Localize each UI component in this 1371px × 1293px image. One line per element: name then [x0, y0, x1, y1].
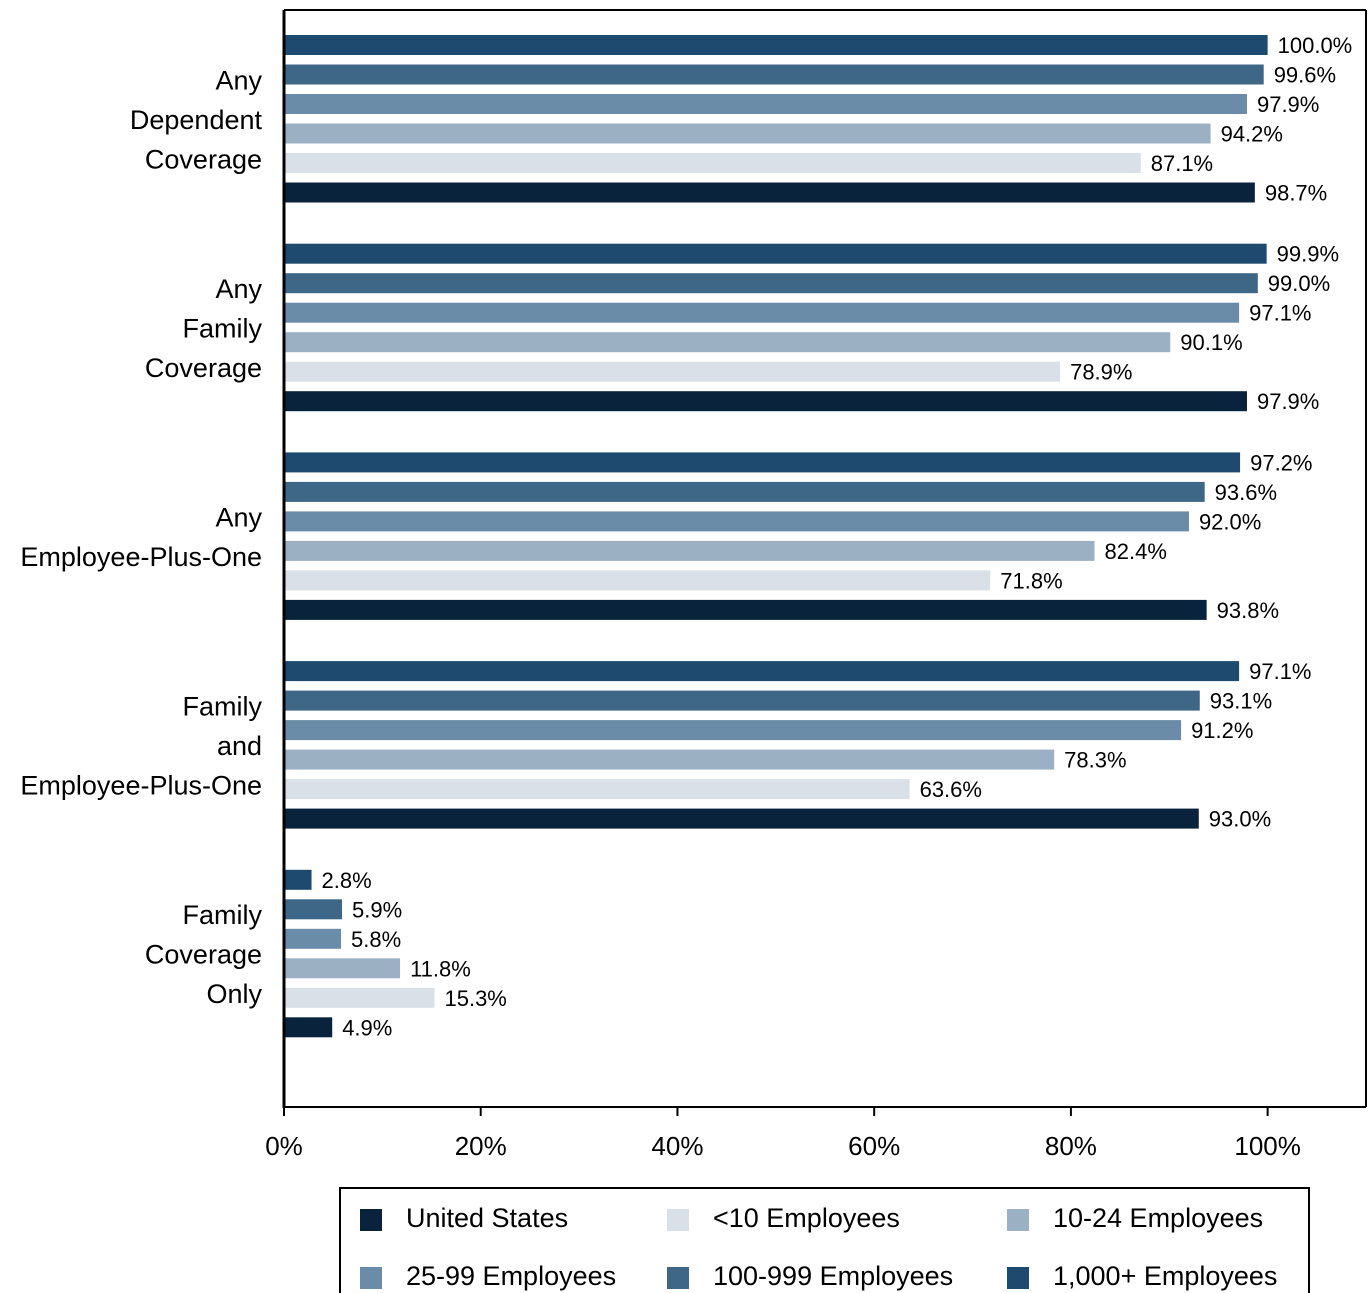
- x-tick-label: 20%: [455, 1131, 507, 1161]
- bar: [284, 94, 1247, 114]
- legend-swatch: [667, 1209, 689, 1231]
- data-label: 99.6%: [1274, 63, 1336, 88]
- data-label: 4.9%: [342, 1015, 392, 1040]
- bar: [284, 243, 1267, 264]
- x-tick-label: 100%: [1234, 1131, 1301, 1161]
- category-label: Any: [215, 502, 262, 532]
- legend-label: 25-99 Employees: [406, 1261, 616, 1291]
- data-label: 100.0%: [1278, 33, 1353, 58]
- data-label: 15.3%: [444, 986, 506, 1011]
- category-label: Family: [183, 900, 263, 930]
- legend-label: 100-999 Employees: [713, 1261, 953, 1291]
- data-label: 97.9%: [1257, 389, 1319, 414]
- data-label: 97.2%: [1250, 450, 1312, 475]
- legend-swatch: [1007, 1267, 1029, 1289]
- data-label: 97.9%: [1257, 92, 1319, 117]
- bar: [284, 661, 1240, 682]
- category-label: Coverage: [145, 940, 262, 970]
- bar: [284, 481, 1205, 502]
- bar: [284, 153, 1141, 173]
- category-label: Family: [183, 313, 263, 343]
- data-label: 90.1%: [1180, 330, 1242, 355]
- data-label: 5.9%: [352, 897, 402, 922]
- category-label: Employee-Plus-One: [20, 542, 262, 572]
- bar: [284, 361, 1061, 382]
- bar: [284, 720, 1182, 741]
- legend-box: [339, 1187, 1310, 1293]
- category-label: Any: [215, 274, 262, 304]
- x-tick-label: 80%: [1045, 1131, 1097, 1161]
- data-label: 2.8%: [322, 868, 372, 893]
- category-label: Family: [183, 691, 263, 721]
- legend-swatch: [1007, 1209, 1029, 1231]
- data-label: 99.9%: [1277, 242, 1339, 267]
- data-label: 82.4%: [1105, 539, 1167, 564]
- bar: [284, 64, 1264, 85]
- category-label: Coverage: [145, 144, 262, 174]
- data-label: 92.0%: [1199, 509, 1261, 534]
- bar: [284, 958, 401, 979]
- legend-label: 1,000+ Employees: [1053, 1261, 1277, 1291]
- data-label: 93.1%: [1210, 689, 1272, 714]
- category-label: Employee-Plus-One: [20, 770, 262, 800]
- bar: [284, 570, 991, 591]
- bar: [284, 1017, 333, 1038]
- category-label: and: [217, 731, 262, 761]
- data-label: 71.8%: [1000, 568, 1062, 593]
- data-label: 93.0%: [1209, 807, 1271, 832]
- bar: [284, 987, 435, 1008]
- bar: [284, 182, 1255, 203]
- x-tick-label: 0%: [265, 1131, 303, 1161]
- bar: [284, 511, 1189, 532]
- bar: [284, 928, 342, 949]
- legend-swatch: [667, 1267, 689, 1289]
- data-label: 5.8%: [351, 927, 401, 952]
- data-label: 98.7%: [1265, 181, 1327, 206]
- bar: [284, 869, 312, 890]
- bar: [284, 35, 1268, 55]
- bar: [284, 599, 1207, 620]
- bar: [284, 779, 910, 800]
- data-label: 97.1%: [1249, 301, 1311, 326]
- x-tick-label: 40%: [651, 1131, 703, 1161]
- bar: [284, 540, 1095, 561]
- data-label: 63.6%: [920, 777, 982, 802]
- legend-label: 10-24 Employees: [1053, 1203, 1263, 1233]
- data-label: 87.1%: [1151, 151, 1213, 176]
- data-label: 93.6%: [1215, 480, 1277, 505]
- legend-swatch: [360, 1267, 382, 1289]
- data-label: 11.8%: [410, 956, 471, 981]
- data-label: 99.0%: [1268, 271, 1330, 296]
- bar: [284, 690, 1200, 711]
- bar: [284, 302, 1240, 323]
- category-label: Dependent: [130, 105, 263, 135]
- category-label: Only: [206, 979, 262, 1009]
- bar: [284, 899, 343, 920]
- bar: [284, 452, 1241, 473]
- bar: [284, 332, 1171, 353]
- bar: [284, 749, 1055, 770]
- data-label: 97.1%: [1249, 659, 1311, 684]
- category-label: Any: [215, 65, 262, 95]
- category-label: Coverage: [145, 353, 262, 383]
- data-label: 93.8%: [1217, 598, 1279, 623]
- x-tick-label: 60%: [848, 1131, 900, 1161]
- bar: [284, 123, 1211, 144]
- bar: [284, 391, 1247, 412]
- legend-label: <10 Employees: [713, 1203, 900, 1233]
- legend-label: United States: [406, 1203, 568, 1233]
- bar: [284, 808, 1199, 829]
- data-label: 78.9%: [1070, 360, 1132, 385]
- data-label: 91.2%: [1191, 718, 1253, 743]
- data-label: 94.2%: [1221, 122, 1283, 147]
- bar: [284, 273, 1258, 294]
- data-label: 78.3%: [1064, 748, 1126, 773]
- legend-swatch: [360, 1209, 382, 1231]
